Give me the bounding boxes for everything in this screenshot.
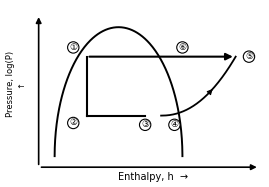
Text: Enthalpy, h  →: Enthalpy, h → xyxy=(118,172,188,182)
Text: ③: ③ xyxy=(141,120,149,129)
Text: ⑥: ⑥ xyxy=(178,43,186,52)
Text: ①: ① xyxy=(69,43,77,52)
Text: ④: ④ xyxy=(170,120,179,129)
Text: ⑤: ⑤ xyxy=(245,52,253,61)
Text: Pressure, log(P)
↑: Pressure, log(P) ↑ xyxy=(6,51,26,117)
Text: ②: ② xyxy=(69,119,77,128)
